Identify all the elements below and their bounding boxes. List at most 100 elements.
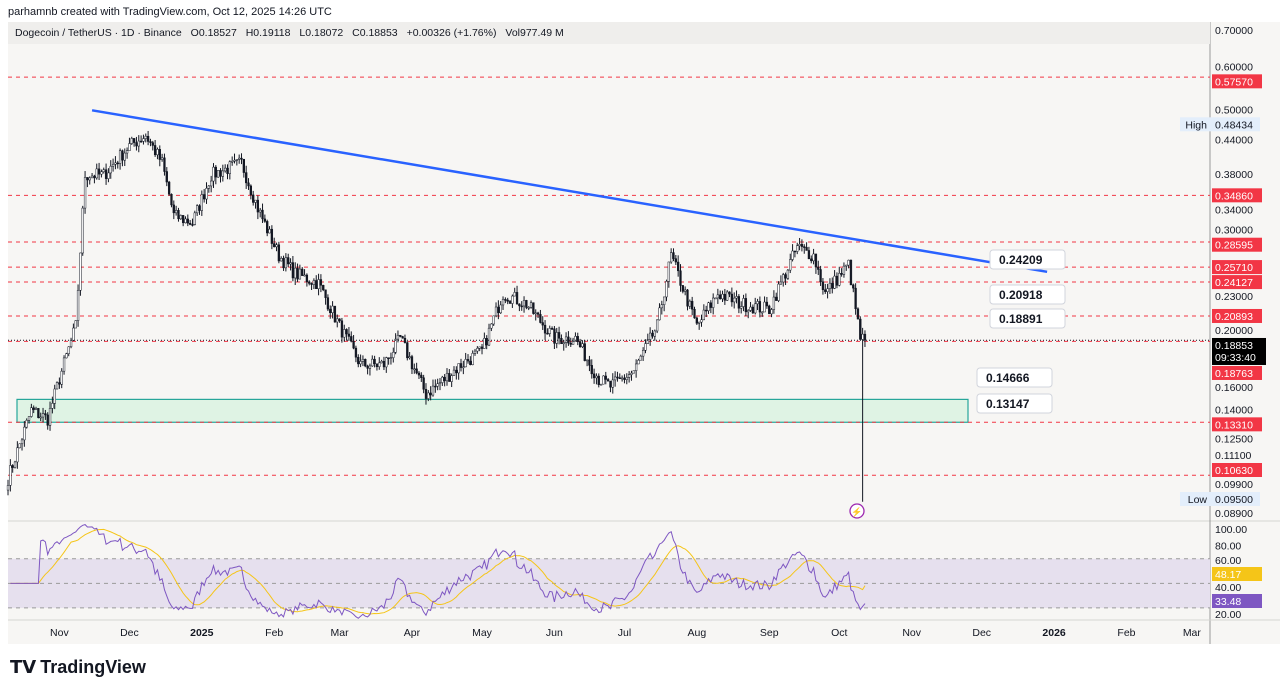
price-callout-box[interactable]	[976, 393, 1053, 414]
candle-body	[291, 262, 295, 279]
price-tick-label: 0.16000	[1215, 382, 1253, 394]
candle-body	[245, 172, 248, 184]
last-price-value: 0.18853	[1215, 340, 1253, 352]
candle-body	[805, 247, 808, 251]
candle-body	[25, 420, 28, 428]
lightning-event-icon[interactable]	[849, 503, 865, 519]
candle-body	[770, 309, 773, 315]
candle-body	[796, 245, 799, 252]
candle-body	[266, 221, 269, 234]
price-tick-label: 0.44000	[1215, 134, 1253, 146]
candle-body	[681, 285, 684, 292]
candle-body	[483, 338, 486, 349]
candle-body	[576, 336, 579, 342]
candle-body	[53, 388, 56, 404]
price-tick-label: 0.70000	[1215, 25, 1253, 37]
candle-body	[536, 312, 540, 315]
candle-body	[448, 373, 451, 382]
candle-body	[165, 171, 168, 183]
candle-body	[644, 343, 647, 351]
candle-body	[574, 336, 577, 342]
candle-body	[693, 308, 696, 319]
candle-body	[214, 166, 217, 178]
price-tick-label: 0.50000	[1215, 104, 1253, 116]
candle-body	[646, 339, 649, 344]
candle-body	[387, 357, 390, 359]
candle-body	[263, 218, 267, 222]
candle-body	[639, 355, 642, 361]
candle-body	[674, 258, 677, 263]
candle-body	[768, 305, 771, 315]
rsi-value-tag: 33.48	[1215, 596, 1241, 608]
candle-body	[39, 416, 42, 419]
candle-body	[60, 370, 63, 385]
candle-body	[144, 135, 147, 139]
candle-body	[798, 244, 801, 246]
candle-body	[758, 301, 762, 313]
time-tick-label: Apr	[404, 627, 421, 639]
candle-body	[308, 281, 311, 284]
candle-body	[749, 306, 752, 311]
candle-body	[125, 150, 129, 154]
level-price-tag-bg	[1212, 188, 1262, 203]
candle-body	[777, 283, 780, 301]
candle-body	[569, 342, 572, 345]
candle-body	[431, 385, 435, 396]
candle-body	[81, 207, 84, 254]
price-tick-label: 0.34000	[1215, 204, 1253, 216]
price-callout-box[interactable]	[976, 367, 1053, 388]
candle-body	[740, 306, 743, 309]
price-callout-box[interactable]	[989, 249, 1066, 270]
candle-body	[698, 321, 701, 324]
candle-body	[581, 343, 584, 347]
candle-body	[37, 408, 40, 418]
candle-body	[420, 374, 423, 378]
candle-body	[730, 293, 734, 303]
candle-body	[382, 361, 386, 368]
candle-body	[833, 275, 836, 289]
candle-body	[744, 298, 748, 313]
level-price-tag-bg	[1212, 260, 1262, 275]
candle-body	[684, 289, 687, 292]
candle-body	[352, 340, 355, 349]
rsi-ma-line	[10, 528, 866, 615]
price-callout-box[interactable]	[989, 308, 1066, 329]
candle-body	[32, 407, 35, 410]
price-callout-label: 0.14666	[986, 371, 1030, 385]
candle-body	[634, 363, 638, 371]
candle-body	[637, 359, 640, 365]
candle-body	[513, 292, 516, 297]
candle-body	[252, 194, 255, 203]
candle-body	[859, 318, 862, 340]
candle-body	[695, 317, 698, 324]
candle-body	[109, 165, 112, 174]
candle-body	[277, 244, 281, 262]
time-tick-label: Feb	[265, 627, 283, 639]
candle-body	[863, 333, 867, 341]
symbol-name[interactable]: Dogecoin / TetherUS · 1D · Binance	[15, 27, 182, 39]
candle-body	[555, 332, 558, 344]
chart-area[interactable]	[8, 22, 1280, 644]
candle-body	[226, 167, 229, 174]
price-callout-box[interactable]	[989, 284, 1066, 305]
candle-body	[221, 170, 224, 177]
candle-body	[784, 274, 787, 279]
candle-body	[107, 172, 110, 179]
candle-body	[821, 281, 825, 290]
descending-trendline[interactable]	[91, 109, 1048, 274]
candle-body	[72, 327, 75, 341]
candle-body	[742, 298, 745, 307]
tradingview-logo[interactable]: 𝗧𝗩 TradingView	[10, 657, 146, 678]
candle-body	[578, 341, 582, 347]
candle-body	[76, 290, 80, 321]
candle-body	[761, 311, 764, 314]
candle-body	[438, 382, 442, 384]
candle-body	[186, 218, 189, 224]
candle-body	[672, 252, 675, 259]
candle-body	[831, 282, 834, 289]
candle-body	[181, 215, 185, 224]
candle-body	[793, 250, 797, 253]
level-price-tag: 0.25710	[1215, 262, 1253, 274]
candle-body	[585, 359, 589, 362]
